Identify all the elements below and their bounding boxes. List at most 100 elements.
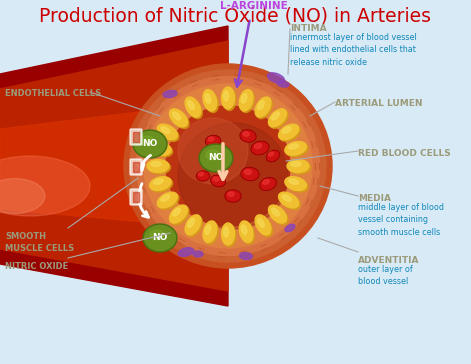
Text: ENDOTHELIAL CELLS: ENDOTHELIAL CELLS bbox=[5, 89, 101, 98]
Ellipse shape bbox=[268, 152, 274, 156]
Text: innermost layer of blood vessel
lined with endothelial cells that
release nitric: innermost layer of blood vessel lined wi… bbox=[290, 33, 417, 67]
Ellipse shape bbox=[252, 142, 268, 154]
Ellipse shape bbox=[187, 100, 195, 110]
Ellipse shape bbox=[140, 136, 154, 146]
Text: ARTERIAL LUMEN: ARTERIAL LUMEN bbox=[335, 99, 422, 108]
Ellipse shape bbox=[272, 112, 279, 120]
Ellipse shape bbox=[241, 91, 254, 112]
Ellipse shape bbox=[143, 224, 177, 252]
Ellipse shape bbox=[268, 73, 284, 83]
Ellipse shape bbox=[137, 76, 319, 256]
Ellipse shape bbox=[213, 177, 219, 181]
Polygon shape bbox=[0, 26, 228, 306]
Polygon shape bbox=[0, 106, 188, 226]
Ellipse shape bbox=[157, 124, 178, 140]
Ellipse shape bbox=[239, 221, 253, 242]
Ellipse shape bbox=[163, 90, 177, 98]
Ellipse shape bbox=[254, 143, 261, 149]
Text: MEDIA: MEDIA bbox=[358, 194, 391, 203]
Ellipse shape bbox=[243, 132, 249, 136]
Ellipse shape bbox=[199, 172, 203, 176]
Ellipse shape bbox=[268, 109, 286, 127]
Ellipse shape bbox=[187, 99, 203, 119]
Ellipse shape bbox=[159, 126, 179, 141]
Ellipse shape bbox=[205, 225, 211, 234]
Ellipse shape bbox=[258, 218, 264, 228]
Ellipse shape bbox=[154, 179, 163, 184]
Ellipse shape bbox=[145, 226, 176, 250]
Ellipse shape bbox=[240, 130, 256, 142]
Bar bbox=[133, 132, 139, 142]
Ellipse shape bbox=[242, 169, 258, 179]
Ellipse shape bbox=[204, 91, 218, 112]
Ellipse shape bbox=[135, 131, 165, 157]
Ellipse shape bbox=[151, 162, 161, 166]
Ellipse shape bbox=[193, 251, 203, 257]
Ellipse shape bbox=[261, 179, 275, 189]
Ellipse shape bbox=[150, 230, 164, 240]
Ellipse shape bbox=[257, 216, 272, 237]
Ellipse shape bbox=[282, 127, 291, 133]
Ellipse shape bbox=[211, 175, 226, 187]
Ellipse shape bbox=[277, 81, 289, 87]
Ellipse shape bbox=[0, 178, 45, 214]
Text: L-ARGININE: L-ARGININE bbox=[220, 1, 288, 11]
Ellipse shape bbox=[251, 141, 269, 155]
Polygon shape bbox=[0, 41, 228, 291]
Text: RED BLOOD CELLS: RED BLOOD CELLS bbox=[358, 149, 451, 158]
Ellipse shape bbox=[286, 178, 308, 192]
Ellipse shape bbox=[159, 194, 179, 209]
Ellipse shape bbox=[150, 177, 171, 190]
Ellipse shape bbox=[199, 144, 233, 172]
Ellipse shape bbox=[272, 208, 279, 216]
Text: NO: NO bbox=[152, 233, 168, 242]
Ellipse shape bbox=[161, 127, 170, 133]
Text: Production of Nitric Oxide (NO) in Arteries: Production of Nitric Oxide (NO) in Arter… bbox=[39, 6, 431, 25]
Ellipse shape bbox=[206, 150, 220, 160]
Ellipse shape bbox=[239, 90, 253, 111]
Ellipse shape bbox=[187, 216, 203, 237]
Ellipse shape bbox=[289, 144, 299, 149]
Ellipse shape bbox=[278, 192, 299, 208]
Ellipse shape bbox=[280, 194, 300, 209]
Ellipse shape bbox=[205, 94, 211, 103]
FancyBboxPatch shape bbox=[130, 129, 142, 145]
Ellipse shape bbox=[178, 118, 248, 184]
Text: middle layer of blood
vessel containing
smooth muscle cells: middle layer of blood vessel containing … bbox=[358, 203, 444, 237]
Ellipse shape bbox=[144, 84, 312, 248]
Ellipse shape bbox=[133, 130, 167, 158]
Ellipse shape bbox=[285, 224, 295, 232]
Text: NITRIC OXIDE: NITRIC OXIDE bbox=[5, 262, 68, 271]
Ellipse shape bbox=[268, 151, 278, 161]
Ellipse shape bbox=[161, 195, 170, 201]
Ellipse shape bbox=[258, 100, 264, 110]
Ellipse shape bbox=[130, 70, 326, 262]
Text: NO: NO bbox=[142, 139, 158, 149]
Ellipse shape bbox=[287, 159, 309, 173]
Ellipse shape bbox=[185, 97, 201, 117]
Ellipse shape bbox=[178, 248, 194, 256]
Ellipse shape bbox=[178, 123, 288, 229]
Text: NO: NO bbox=[208, 154, 224, 162]
Ellipse shape bbox=[185, 215, 201, 235]
Ellipse shape bbox=[221, 87, 235, 109]
Ellipse shape bbox=[154, 144, 163, 149]
Ellipse shape bbox=[203, 90, 217, 111]
Ellipse shape bbox=[205, 135, 220, 147]
Ellipse shape bbox=[171, 206, 189, 225]
Text: INTIMA: INTIMA bbox=[290, 24, 326, 33]
Ellipse shape bbox=[166, 106, 290, 226]
Ellipse shape bbox=[241, 131, 255, 141]
Ellipse shape bbox=[151, 143, 173, 157]
Ellipse shape bbox=[289, 179, 299, 184]
Ellipse shape bbox=[170, 109, 187, 127]
Ellipse shape bbox=[257, 99, 272, 119]
Ellipse shape bbox=[197, 172, 209, 180]
Ellipse shape bbox=[225, 190, 241, 202]
Ellipse shape bbox=[255, 215, 271, 235]
Ellipse shape bbox=[0, 156, 90, 216]
Ellipse shape bbox=[204, 222, 218, 244]
Ellipse shape bbox=[171, 110, 189, 128]
Ellipse shape bbox=[196, 171, 210, 181]
Ellipse shape bbox=[150, 142, 171, 155]
